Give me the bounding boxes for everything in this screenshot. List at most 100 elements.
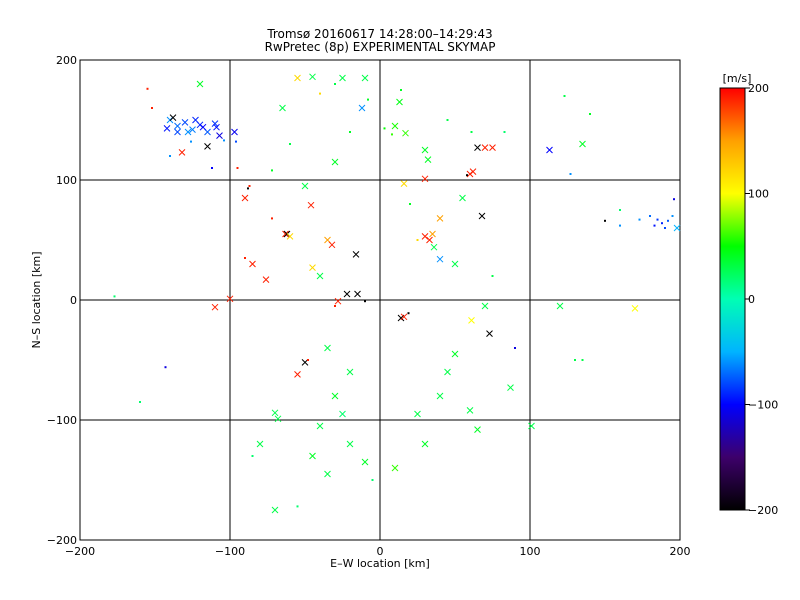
data-point: [653, 224, 656, 227]
data-point-cross: [346, 368, 354, 376]
data-point: [604, 219, 606, 222]
data-point-cross: [184, 128, 192, 136]
data-point-cross: [279, 104, 286, 112]
data-point-cross: [436, 215, 444, 222]
data-point-cross: [282, 230, 289, 238]
data-point-cross: [339, 74, 346, 82]
data-point: [391, 133, 393, 136]
data-point-cross: [546, 146, 553, 154]
data-point: [466, 174, 468, 177]
data-point-cross: [211, 120, 219, 127]
data-point-cross: [213, 123, 220, 131]
data-point-cross: [189, 126, 196, 133]
data-point-cross: [424, 156, 432, 163]
data-point: [673, 198, 675, 201]
data-points: [113, 73, 681, 514]
data-point: [400, 89, 402, 91]
data-point-cross: [262, 276, 270, 283]
data-point: [503, 131, 506, 133]
data-point-cross: [673, 224, 681, 232]
data-point-cross: [421, 233, 429, 240]
data-point: [667, 219, 669, 222]
x-tick-label: 0: [377, 545, 384, 558]
data-point-cross: [391, 122, 399, 130]
x-tick-label: −100: [215, 545, 245, 558]
data-point-cross: [274, 415, 282, 423]
data-point-cross: [361, 74, 369, 82]
data-point: [139, 401, 141, 403]
data-point: [307, 359, 309, 361]
data-point-cross: [421, 175, 429, 183]
data-point-cross: [178, 149, 186, 156]
data-point: [671, 215, 674, 217]
data-point: [244, 257, 246, 259]
data-point-cross: [271, 409, 279, 417]
data-point: [364, 300, 366, 303]
y-tick-label: 100: [56, 174, 77, 187]
data-point: [563, 95, 566, 97]
data-point: [409, 203, 411, 205]
data-point: [514, 347, 516, 349]
data-point: [664, 227, 666, 229]
data-point: [169, 155, 171, 157]
chart-title: Tromsø 20160617 14:28:00–14:29:43: [266, 27, 492, 41]
data-point-cross: [216, 132, 223, 139]
data-point: [371, 479, 374, 481]
grid-lines: [80, 60, 680, 540]
data-point: [271, 217, 273, 220]
data-point-cross: [421, 146, 429, 154]
data-point-cross: [436, 255, 444, 263]
data-point-cross: [426, 236, 433, 244]
data-point-cross: [196, 80, 204, 88]
y-tick-label: 200: [56, 54, 77, 67]
data-point-cross: [339, 410, 346, 418]
colorbar-ticks: 200 100 0 −100 −200: [745, 82, 778, 517]
data-point-cross: [249, 260, 256, 268]
data-point-cross: [421, 440, 429, 448]
data-point: [638, 218, 641, 221]
data-point: [289, 143, 291, 145]
colorbar-tick-label: 0: [748, 293, 755, 306]
data-point-cross: [361, 458, 369, 466]
data-point-cross: [316, 422, 324, 430]
data-point: [164, 366, 167, 369]
data-point-cross: [256, 440, 264, 448]
data-point-cross: [331, 158, 339, 166]
data-point-cross: [459, 194, 466, 202]
data-point-cross: [192, 116, 199, 124]
data-point-cross: [328, 241, 336, 249]
data-point: [235, 140, 237, 143]
data-point-cross: [579, 140, 586, 148]
data-point: [416, 239, 419, 241]
data-point-cross: [199, 123, 207, 131]
data-point: [470, 131, 473, 133]
x-tick-label: 100: [520, 545, 541, 558]
data-point-cross: [466, 407, 474, 414]
data-point-cross: [204, 143, 211, 150]
data-point: [349, 131, 351, 133]
data-point-cross: [324, 470, 331, 478]
data-point: [649, 215, 651, 217]
data-point: [589, 113, 591, 115]
x-axis-label: E–W location [km]: [330, 557, 430, 570]
data-point-cross: [402, 129, 409, 137]
data-point-cross: [331, 392, 339, 400]
data-point-cross: [414, 410, 421, 418]
data-point-cross: [486, 330, 493, 337]
data-point-cross: [174, 122, 181, 130]
colorbar-unit-label: [m/s]: [723, 72, 752, 85]
data-point-cross: [528, 422, 535, 430]
data-point-cross: [481, 302, 489, 310]
data-point: [236, 167, 239, 169]
data-point: [334, 305, 336, 307]
data-point-cross: [309, 264, 316, 271]
data-point-cross: [286, 233, 294, 240]
x-tick-label: −200: [65, 545, 95, 558]
data-point-cross: [400, 180, 408, 187]
data-point-cross: [451, 260, 459, 268]
data-point: [146, 87, 149, 90]
colorbar: [719, 87, 746, 511]
data-point-cross: [309, 73, 316, 81]
data-point-cross: [211, 303, 219, 311]
